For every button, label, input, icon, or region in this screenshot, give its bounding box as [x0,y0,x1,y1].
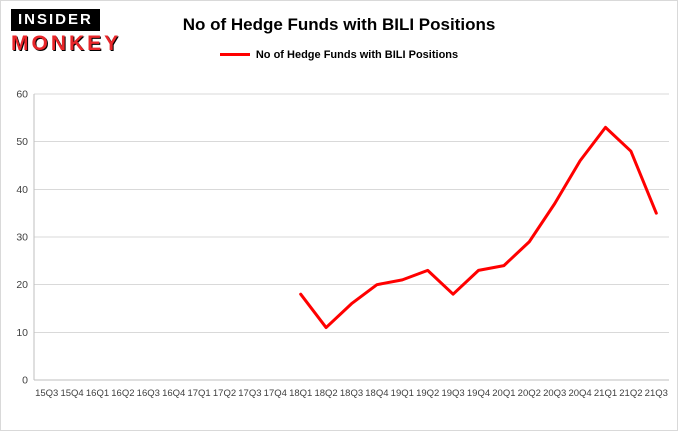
svg-text:21Q2: 21Q2 [619,388,642,399]
svg-text:20Q4: 20Q4 [568,388,591,399]
legend-label: No of Hedge Funds with BILI Positions [255,48,459,61]
legend-line-swatch [219,53,250,57]
svg-text:21Q1: 21Q1 [594,388,617,399]
svg-text:19Q1: 19Q1 [391,388,414,399]
svg-text:15Q3: 15Q3 [35,388,58,399]
svg-text:16Q1: 16Q1 [86,388,109,399]
svg-text:17Q3: 17Q3 [238,388,261,399]
svg-text:60: 60 [16,89,28,101]
svg-text:10: 10 [16,327,28,339]
svg-text:20Q3: 20Q3 [543,388,566,399]
svg-text:20Q2: 20Q2 [518,388,541,399]
svg-text:0: 0 [22,375,28,387]
svg-text:16Q3: 16Q3 [137,388,160,399]
legend: No of Hedge Funds with BILI Positions [1,46,677,64]
svg-text:17Q4: 17Q4 [264,388,287,399]
svg-text:19Q4: 19Q4 [467,388,490,399]
logo-monkey-text: MONKEY [11,32,122,55]
svg-text:19Q2: 19Q2 [416,388,439,399]
svg-text:20Q1: 20Q1 [492,388,515,399]
svg-text:30: 30 [16,232,28,244]
svg-text:19Q3: 19Q3 [441,388,464,399]
insider-monkey-logo: INSIDER MONKEY [11,9,131,56]
svg-text:17Q2: 17Q2 [213,388,236,399]
svg-text:17Q1: 17Q1 [187,388,210,399]
svg-text:18Q2: 18Q2 [314,388,337,399]
svg-text:18Q4: 18Q4 [365,388,388,399]
svg-text:16Q2: 16Q2 [111,388,134,399]
svg-text:21Q3: 21Q3 [645,388,668,399]
logo-insider-text: INSIDER [11,9,100,31]
svg-text:18Q1: 18Q1 [289,388,312,399]
chart-header: INSIDER MONKEY No of Hedge Funds with BI… [1,1,677,86]
svg-text:20: 20 [16,279,28,291]
chart-title: No of Hedge Funds with BILI Positions [182,15,496,34]
svg-text:40: 40 [16,184,28,196]
chart-area: 0 10 20 30 40 50 60 15Q3 15Q4 16Q1 16Q2 16Q3 16Q4 17Q… [1,86,677,430]
svg-text:16Q4: 16Q4 [162,388,185,399]
svg-text:50: 50 [16,136,28,148]
svg-text:15Q4: 15Q4 [60,388,83,399]
svg-text:18Q3: 18Q3 [340,388,363,399]
